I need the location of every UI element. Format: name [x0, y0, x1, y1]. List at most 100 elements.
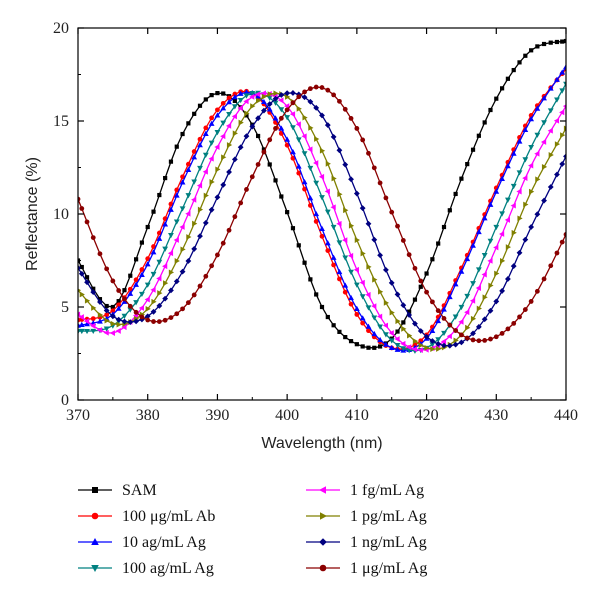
- data-point: [167, 250, 174, 257]
- data-point: [249, 93, 255, 100]
- data-point: [202, 152, 209, 158]
- data-point: [313, 210, 320, 217]
- data-point: [285, 210, 290, 215]
- data-point: [430, 257, 435, 262]
- data-point: [324, 209, 331, 215]
- data-point: [238, 119, 244, 126]
- data-point: [475, 228, 482, 235]
- data-point: [411, 346, 418, 353]
- data-point: [470, 147, 476, 152]
- data-point: [446, 342, 453, 349]
- data-point: [476, 338, 482, 344]
- data-point: [104, 317, 110, 324]
- data-point: [353, 305, 360, 311]
- data-point: [290, 100, 296, 106]
- data-point: [244, 113, 249, 118]
- data-point: [79, 206, 85, 211]
- data-point: [284, 103, 290, 110]
- data-point: [296, 170, 302, 176]
- data-point: [464, 293, 471, 300]
- data-point: [371, 165, 377, 171]
- data-point: [529, 188, 535, 195]
- data-point: [115, 316, 122, 323]
- data-point: [285, 93, 291, 100]
- data-point: [273, 90, 279, 97]
- data-point: [226, 169, 232, 175]
- data-point: [487, 257, 493, 264]
- legend-marker: [91, 512, 99, 520]
- data-point: [464, 335, 470, 341]
- data-point: [522, 157, 529, 163]
- data-point: [272, 95, 279, 102]
- data-point: [289, 111, 296, 117]
- data-point: [261, 149, 267, 155]
- data-point: [232, 130, 238, 137]
- data-point: [505, 163, 511, 169]
- data-point: [348, 116, 354, 121]
- data-point: [342, 289, 348, 295]
- data-point: [499, 175, 505, 182]
- data-point: [365, 305, 372, 311]
- data-point: [336, 147, 343, 154]
- y-tick-label: 5: [61, 299, 69, 316]
- data-point: [174, 311, 180, 317]
- data-point: [499, 211, 505, 217]
- data-point: [84, 275, 90, 280]
- data-point: [243, 133, 250, 140]
- data-point: [505, 276, 511, 282]
- data-point: [116, 299, 121, 304]
- data-point: [110, 278, 116, 284]
- data-point: [302, 260, 307, 265]
- data-point: [156, 275, 162, 282]
- legend-label: 10 ag/mL Ag: [122, 534, 206, 551]
- data-point: [173, 278, 180, 285]
- data-point: [547, 108, 554, 114]
- data-point: [535, 176, 541, 183]
- data-point: [122, 296, 127, 302]
- data-point: [243, 89, 250, 95]
- data-point: [522, 175, 528, 181]
- data-point: [475, 285, 481, 291]
- legend-marker: [319, 486, 326, 494]
- data-point: [225, 122, 232, 129]
- data-point: [436, 346, 442, 352]
- data-point: [197, 142, 203, 148]
- data-point: [185, 193, 192, 199]
- data-point: [139, 240, 145, 245]
- data-point: [330, 204, 336, 211]
- data-point: [220, 100, 226, 106]
- data-point: [109, 313, 116, 320]
- data-point: [249, 91, 256, 97]
- data-point: [215, 252, 220, 258]
- data-point: [97, 299, 103, 305]
- data-point: [372, 276, 378, 283]
- data-point: [220, 181, 227, 188]
- data-point: [470, 315, 477, 322]
- series-4: [78, 81, 566, 354]
- data-point: [307, 146, 313, 153]
- data-point: [284, 142, 290, 148]
- data-point: [541, 120, 547, 126]
- data-point: [563, 153, 566, 160]
- data-point: [127, 303, 133, 309]
- data-point: [238, 200, 244, 206]
- data-point: [453, 191, 458, 197]
- data-point: [505, 326, 511, 332]
- data-point: [220, 120, 227, 126]
- data-point: [115, 305, 122, 311]
- data-point: [267, 91, 273, 98]
- data-point: [447, 322, 453, 328]
- data-point: [127, 290, 134, 296]
- data-point: [226, 227, 232, 233]
- legend-label: SAM: [122, 482, 157, 499]
- data-point: [418, 342, 424, 349]
- data-point: [406, 252, 412, 258]
- data-point: [559, 109, 565, 116]
- data-point: [290, 90, 296, 96]
- data-point: [284, 115, 291, 121]
- data-point: [231, 94, 238, 100]
- data-point: [301, 151, 308, 157]
- data-point: [214, 194, 221, 201]
- data-point: [353, 266, 359, 273]
- data-point: [553, 117, 560, 124]
